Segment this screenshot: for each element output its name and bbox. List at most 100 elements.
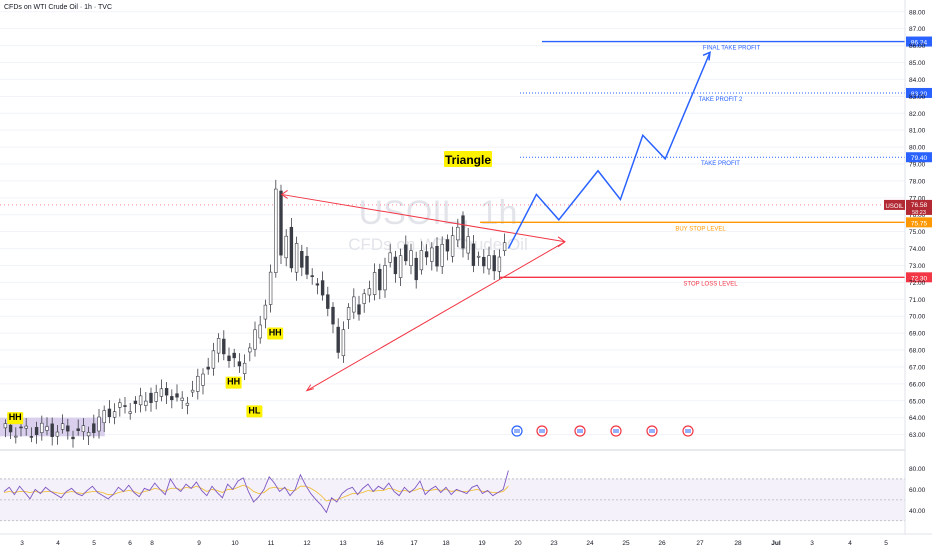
- candle-body: [86, 432, 91, 437]
- price-tick-label: 83.00: [909, 94, 926, 101]
- triangle-lower-line: [306, 241, 566, 392]
- candle-body: [71, 436, 75, 440]
- price-tick-label: 84.00: [909, 77, 926, 84]
- candle-body: [97, 416, 101, 432]
- candle-body: [60, 423, 65, 430]
- time-tick-label: 5: [92, 540, 96, 547]
- candle-body: [388, 252, 392, 263]
- candle-body: [482, 256, 486, 267]
- arrowhead-lower: [305, 384, 314, 392]
- candle-body: [471, 243, 476, 266]
- level-price-tag: [906, 152, 932, 163]
- rsi-tick-label: 40.00: [909, 508, 926, 515]
- candle-body: [398, 255, 403, 278]
- candle-body: [414, 257, 418, 281]
- level-price-tag: [906, 272, 932, 283]
- candle-body: [456, 226, 460, 241]
- candle-body: [419, 250, 424, 271]
- candle-body: [435, 245, 439, 267]
- level-label: FINAL TAKE PROFIT: [703, 46, 761, 52]
- symbol-tag: [884, 199, 905, 210]
- price-tick-label: 64.00: [909, 415, 926, 422]
- level-label: STOP LOSS LEVEL: [683, 281, 738, 287]
- time-tick-label: 25: [622, 540, 630, 547]
- time-tick-label: 16: [376, 540, 384, 547]
- candle-body: [66, 425, 70, 432]
- event-flag-icon: [649, 429, 655, 433]
- candle-body: [19, 426, 23, 429]
- candle-body: [258, 324, 262, 339]
- price-tick-label: 88.00: [909, 9, 926, 16]
- time-tick-label: 4: [56, 540, 60, 547]
- time-tick-label: 27: [696, 540, 704, 547]
- time-axis[interactable]: 3 4 5 6 8 9 10 11 12 13 16 17 18 19 20 23 24 25 26 27 28 Jul 3…: [0, 533, 932, 547]
- projection-path: [507, 51, 711, 249]
- candle-body: [362, 293, 366, 304]
- price-tick-label: 82.00: [909, 111, 926, 118]
- candle-body: [320, 280, 325, 296]
- annotation-label: HH: [227, 377, 240, 387]
- price-tick-label: 71.00: [909, 297, 926, 304]
- time-tick-label: 6: [128, 540, 132, 547]
- candle-body: [196, 375, 200, 392]
- price-tick-label: 85.00: [909, 60, 926, 67]
- candle-body: [50, 423, 54, 437]
- candle-body: [248, 347, 252, 353]
- candle-body: [232, 352, 236, 359]
- triangle-upper-line: [281, 193, 566, 243]
- rsi-panel: [0, 449, 905, 522]
- event-flag-icon: [613, 429, 619, 433]
- candle-body: [216, 338, 221, 354]
- symbol-tag-text: USOIL: [885, 204, 904, 210]
- candle-body: [352, 296, 356, 313]
- candle-body: [92, 423, 96, 433]
- candle-body: [222, 338, 226, 355]
- rsi-tick-label: 80.00: [909, 466, 926, 473]
- candles: [3, 179, 507, 448]
- candle-body: [133, 400, 138, 404]
- event-flag-icon: [514, 429, 520, 433]
- candle-body: [201, 373, 205, 386]
- time-tick-label: 17: [410, 540, 418, 547]
- candle-body: [190, 389, 195, 393]
- level-price-tag: [906, 217, 932, 228]
- projection-arrowhead: [702, 51, 711, 61]
- candle-body: [378, 268, 382, 291]
- candle-body: [440, 244, 444, 267]
- candle-body: [383, 265, 387, 291]
- annotation-bg: [444, 150, 492, 167]
- annotation-bg: [7, 412, 24, 425]
- candle-body: [34, 427, 39, 435]
- level-price-tag: [906, 36, 932, 47]
- candle-body: [279, 190, 283, 256]
- candle-body: [138, 395, 143, 406]
- event-markers: [511, 425, 694, 437]
- watermark-description: CFDs on WTI Crude Oil: [348, 235, 527, 254]
- candle-body: [123, 405, 127, 407]
- candle-body: [409, 250, 413, 266]
- candle-body: [102, 410, 106, 424]
- price-tick-label: 73.00: [909, 263, 926, 270]
- candle-body: [263, 304, 268, 320]
- price-axis[interactable]: 86.24 83.20 79.40 75.75 72.30 88.00 87.00 86.00…: [884, 0, 932, 534]
- candle-body: [29, 436, 34, 438]
- time-tick-label: 24: [586, 540, 594, 547]
- candle-body: [268, 271, 273, 305]
- candle-body: [367, 288, 372, 296]
- candle-body: [180, 397, 184, 401]
- time-tick-label: 20: [514, 540, 522, 547]
- price-tick-label: 65.00: [909, 398, 926, 405]
- time-tick-label: 23: [550, 540, 558, 547]
- price-tick-label: 74.00: [909, 246, 926, 253]
- price-tick-label: 78.00: [909, 178, 926, 185]
- price-tick-label: 87.00: [909, 26, 926, 33]
- price-tick-label: 66.00: [909, 381, 926, 388]
- rsi-ma-line: [3, 484, 509, 502]
- time-tick-label: 26: [658, 540, 666, 547]
- time-tick-label: 18: [442, 540, 450, 547]
- candle-body: [170, 396, 174, 401]
- level-price-text: 83.20: [911, 91, 928, 98]
- candle-body: [404, 244, 408, 262]
- candle-body: [450, 235, 455, 257]
